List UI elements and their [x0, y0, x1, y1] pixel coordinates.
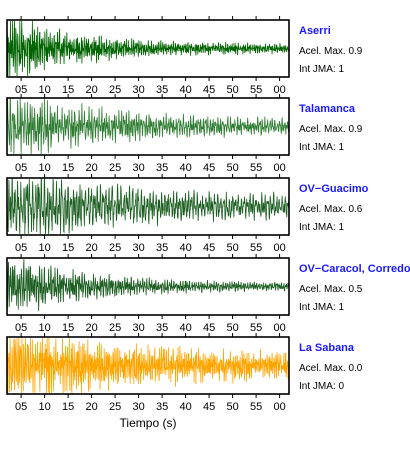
- panels: 05 10 15 20 25 30 35 40 45 50 55 00 Aserri Acel. Max.…: [6, 16, 410, 413]
- x-tick-label: 45: [203, 84, 215, 96]
- waveform-trace: [6, 98, 290, 155]
- panel-frame: [6, 177, 290, 236]
- x-tick-label: 25: [109, 84, 121, 96]
- x-tick-label: 00: [273, 242, 285, 254]
- x-tick-label: 45: [203, 242, 215, 254]
- x-tick-label: 40: [179, 322, 191, 334]
- x-tick-label: 35: [156, 322, 168, 334]
- station-name: OV−Guacimo: [299, 183, 369, 195]
- station-name: Talamanca: [299, 103, 356, 115]
- x-tick-label: 20: [85, 242, 97, 254]
- x-tick-label: 00: [273, 162, 285, 174]
- station-name: La Sabana: [299, 342, 355, 354]
- max-acceleration-label: Acel. Max. 0.9: [299, 124, 363, 135]
- panel-2: 05 10 15 20 25 30 35 40 45 50 55 00 OV−Guacimo Acel. …: [6, 174, 369, 254]
- x-tick-label: 40: [179, 84, 191, 96]
- x-tick-label: 10: [38, 401, 50, 413]
- x-tick-label: 25: [109, 242, 121, 254]
- x-tick-label: 45: [203, 322, 215, 334]
- max-acceleration-label: Acel. Max. 0.9: [299, 46, 363, 57]
- x-tick-label: 20: [85, 401, 97, 413]
- x-tick-label: 10: [38, 162, 50, 174]
- x-tick-label: 10: [38, 242, 50, 254]
- max-acceleration-label: Acel. Max. 0.5: [299, 284, 363, 295]
- x-tick-label: 15: [62, 401, 74, 413]
- waveform-trace: [6, 20, 290, 77]
- panel-frame: [6, 336, 290, 395]
- x-tick-label: 00: [273, 84, 285, 96]
- x-tick-label: 40: [179, 401, 191, 413]
- x-tick-label: 30: [132, 242, 144, 254]
- x-tick-label: 00: [273, 322, 285, 334]
- x-tick-label: 30: [132, 84, 144, 96]
- x-tick-label: 15: [62, 162, 74, 174]
- jma-intensity-label: Int JMA: 0: [299, 381, 344, 392]
- max-acceleration-label: Acel. Max. 0.0: [299, 363, 363, 374]
- x-tick-label: 45: [203, 401, 215, 413]
- panel-3: 05 10 15 20 25 30 35 40 45 50 55 00 OV−Caracol, Corr…: [6, 254, 410, 334]
- x-tick-label: 00: [273, 401, 285, 413]
- x-tick-label: 25: [109, 401, 121, 413]
- jma-intensity-label: Int JMA: 1: [299, 142, 344, 153]
- x-tick-label: 50: [226, 322, 238, 334]
- panel-0: 05 10 15 20 25 30 35 40 45 50 55 00 Aserri Acel. Max.…: [6, 16, 363, 96]
- x-tick-label: 10: [38, 84, 50, 96]
- panel-frame: [6, 19, 290, 78]
- x-tick-label: 40: [179, 242, 191, 254]
- x-tick-label: 30: [132, 322, 144, 334]
- x-tick-label: 30: [132, 162, 144, 174]
- x-tick-label: 20: [85, 84, 97, 96]
- x-tick-label: 05: [15, 242, 27, 254]
- waveform-trace: [6, 258, 290, 312]
- panel-4: 05 10 15 20 25 30 35 40 45 50 55 00 La Sabana Acel. M…: [6, 333, 363, 413]
- x-tick-label: 25: [109, 322, 121, 334]
- x-tick-label: 55: [250, 242, 262, 254]
- panel-frame: [6, 97, 290, 156]
- x-tick-label: 15: [62, 84, 74, 96]
- x-tick-label: 10: [38, 322, 50, 334]
- x-tick-label: 35: [156, 242, 168, 254]
- x-tick-label: 35: [156, 162, 168, 174]
- x-tick-label: 05: [15, 322, 27, 334]
- x-tick-label: 05: [15, 84, 27, 96]
- waveform-trace: [6, 337, 290, 394]
- x-tick-label: 55: [250, 401, 262, 413]
- panel-frame: [6, 257, 290, 316]
- station-name: OV−Caracol, Corredore: [299, 263, 410, 275]
- x-tick-label: 15: [62, 322, 74, 334]
- x-tick-label: 05: [15, 401, 27, 413]
- max-acceleration-label: Acel. Max. 0.6: [299, 204, 363, 215]
- jma-intensity-label: Int JMA: 1: [299, 64, 344, 75]
- x-tick-label: 55: [250, 162, 262, 174]
- x-tick-label: 25: [109, 162, 121, 174]
- x-tick-label: 15: [62, 242, 74, 254]
- x-tick-label: 05: [15, 162, 27, 174]
- x-tick-label: 20: [85, 322, 97, 334]
- x-tick-label: 45: [203, 162, 215, 174]
- x-tick-label: 35: [156, 84, 168, 96]
- waveform-trace: [6, 177, 290, 235]
- x-tick-label: 55: [250, 322, 262, 334]
- station-name: Aserri: [299, 25, 331, 37]
- x-tick-label: 55: [250, 84, 262, 96]
- x-tick-label: 50: [226, 84, 238, 96]
- x-tick-label: 35: [156, 401, 168, 413]
- x-tick-label: 40: [179, 162, 191, 174]
- x-tick-label: 30: [132, 401, 144, 413]
- jma-intensity-label: Int JMA: 1: [299, 302, 344, 313]
- panel-1: 05 10 15 20 25 30 35 40 45 50 55 00 Talamanca Acel. M…: [6, 94, 363, 174]
- x-tick-label: 50: [226, 401, 238, 413]
- jma-intensity-label: Int JMA: 1: [299, 222, 344, 233]
- x-tick-label: 50: [226, 242, 238, 254]
- x-tick-label: 50: [226, 162, 238, 174]
- x-tick-label: 20: [85, 162, 97, 174]
- x-axis-label: Tiempo (s): [120, 416, 177, 430]
